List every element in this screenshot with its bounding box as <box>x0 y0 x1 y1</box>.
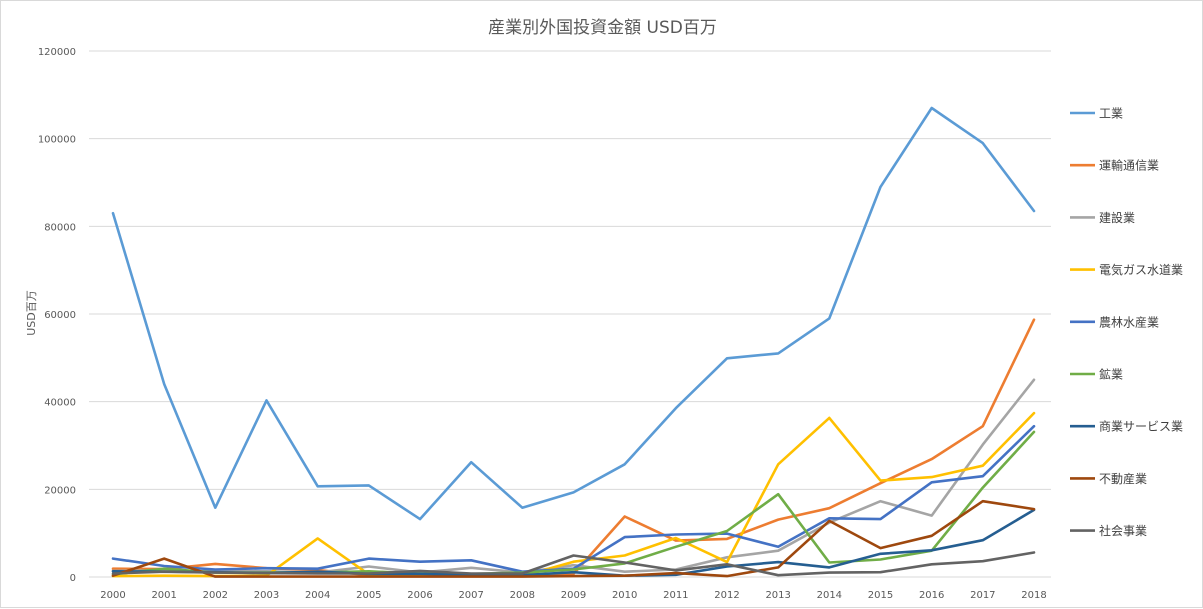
series-line <box>111 499 1036 578</box>
x-tick-label: 2001 <box>151 590 176 601</box>
legend-label: 社会事業 <box>1099 523 1147 538</box>
x-tick-label: 2007 <box>458 590 483 601</box>
legend-item: 鉱業 <box>1070 367 1123 382</box>
x-tick-label: 2006 <box>407 590 432 601</box>
series-line <box>111 424 1036 574</box>
x-tick-label: 2008 <box>510 590 535 601</box>
x-tick-label: 2003 <box>254 590 279 601</box>
chart-title: 産業別外国投資金額 USD百万 <box>488 18 717 38</box>
y-tick-label: 120000 <box>38 47 76 58</box>
x-axis-ticks: 2000 2001 2002 2003 2004 2005 2006 2007 2008 2009… <box>100 590 1046 601</box>
legend-label: 工業 <box>1099 107 1123 121</box>
series-line <box>111 106 1036 521</box>
y-tick-label: 20000 <box>44 485 76 496</box>
x-tick-label: 2004 <box>305 590 330 601</box>
series-line <box>111 318 1036 578</box>
x-tick-label: 2018 <box>1021 590 1046 601</box>
legend-label: 鉱業 <box>1099 367 1123 382</box>
legend-label: 建設業 <box>1099 210 1135 225</box>
legend-label: 電気ガス水道業 <box>1099 262 1183 277</box>
legend-item: 社会事業 <box>1070 523 1147 538</box>
y-tick-label: 60000 <box>44 310 76 321</box>
y-axis-ticks: 0 20000 40000 60000 80000 100000 120000 <box>38 47 76 584</box>
legend-item: 農林水産業 <box>1070 314 1159 329</box>
x-tick-label: 2002 <box>203 590 228 601</box>
x-tick-label: 2005 <box>356 590 381 601</box>
x-tick-label: 2014 <box>817 590 842 601</box>
legend-item: 建設業 <box>1070 210 1135 225</box>
x-tick-label: 2012 <box>714 590 739 601</box>
y-tick-label: 0 <box>70 573 76 584</box>
legend-label: 不動産業 <box>1099 471 1147 486</box>
x-tick-label: 2017 <box>970 590 995 601</box>
legend-item: 工業 <box>1070 107 1123 121</box>
y-tick-label: 40000 <box>44 398 76 409</box>
legend-item: 電気ガス水道業 <box>1070 262 1183 277</box>
x-tick-label: 2000 <box>100 590 125 601</box>
legend-item: 商業サービス業 <box>1070 419 1183 434</box>
legend-item: 不動産業 <box>1070 471 1147 486</box>
x-tick-label: 2009 <box>561 590 586 601</box>
x-tick-label: 2015 <box>868 590 893 601</box>
y-tick-label: 100000 <box>38 135 76 146</box>
legend-label: 農林水産業 <box>1099 314 1159 329</box>
legend-label: 商業サービス業 <box>1099 419 1183 434</box>
gridlines <box>89 50 1051 578</box>
x-tick-label: 2013 <box>765 590 790 601</box>
y-tick-label: 80000 <box>44 222 76 233</box>
x-tick-label: 2016 <box>919 590 944 601</box>
x-tick-label: 2011 <box>663 590 688 601</box>
series-line <box>111 551 1036 577</box>
x-tick-label: 2010 <box>612 590 637 601</box>
legend-label: 運輸通信業 <box>1099 158 1159 173</box>
legend-item: 運輸通信業 <box>1070 158 1159 173</box>
series-lines <box>111 106 1036 578</box>
